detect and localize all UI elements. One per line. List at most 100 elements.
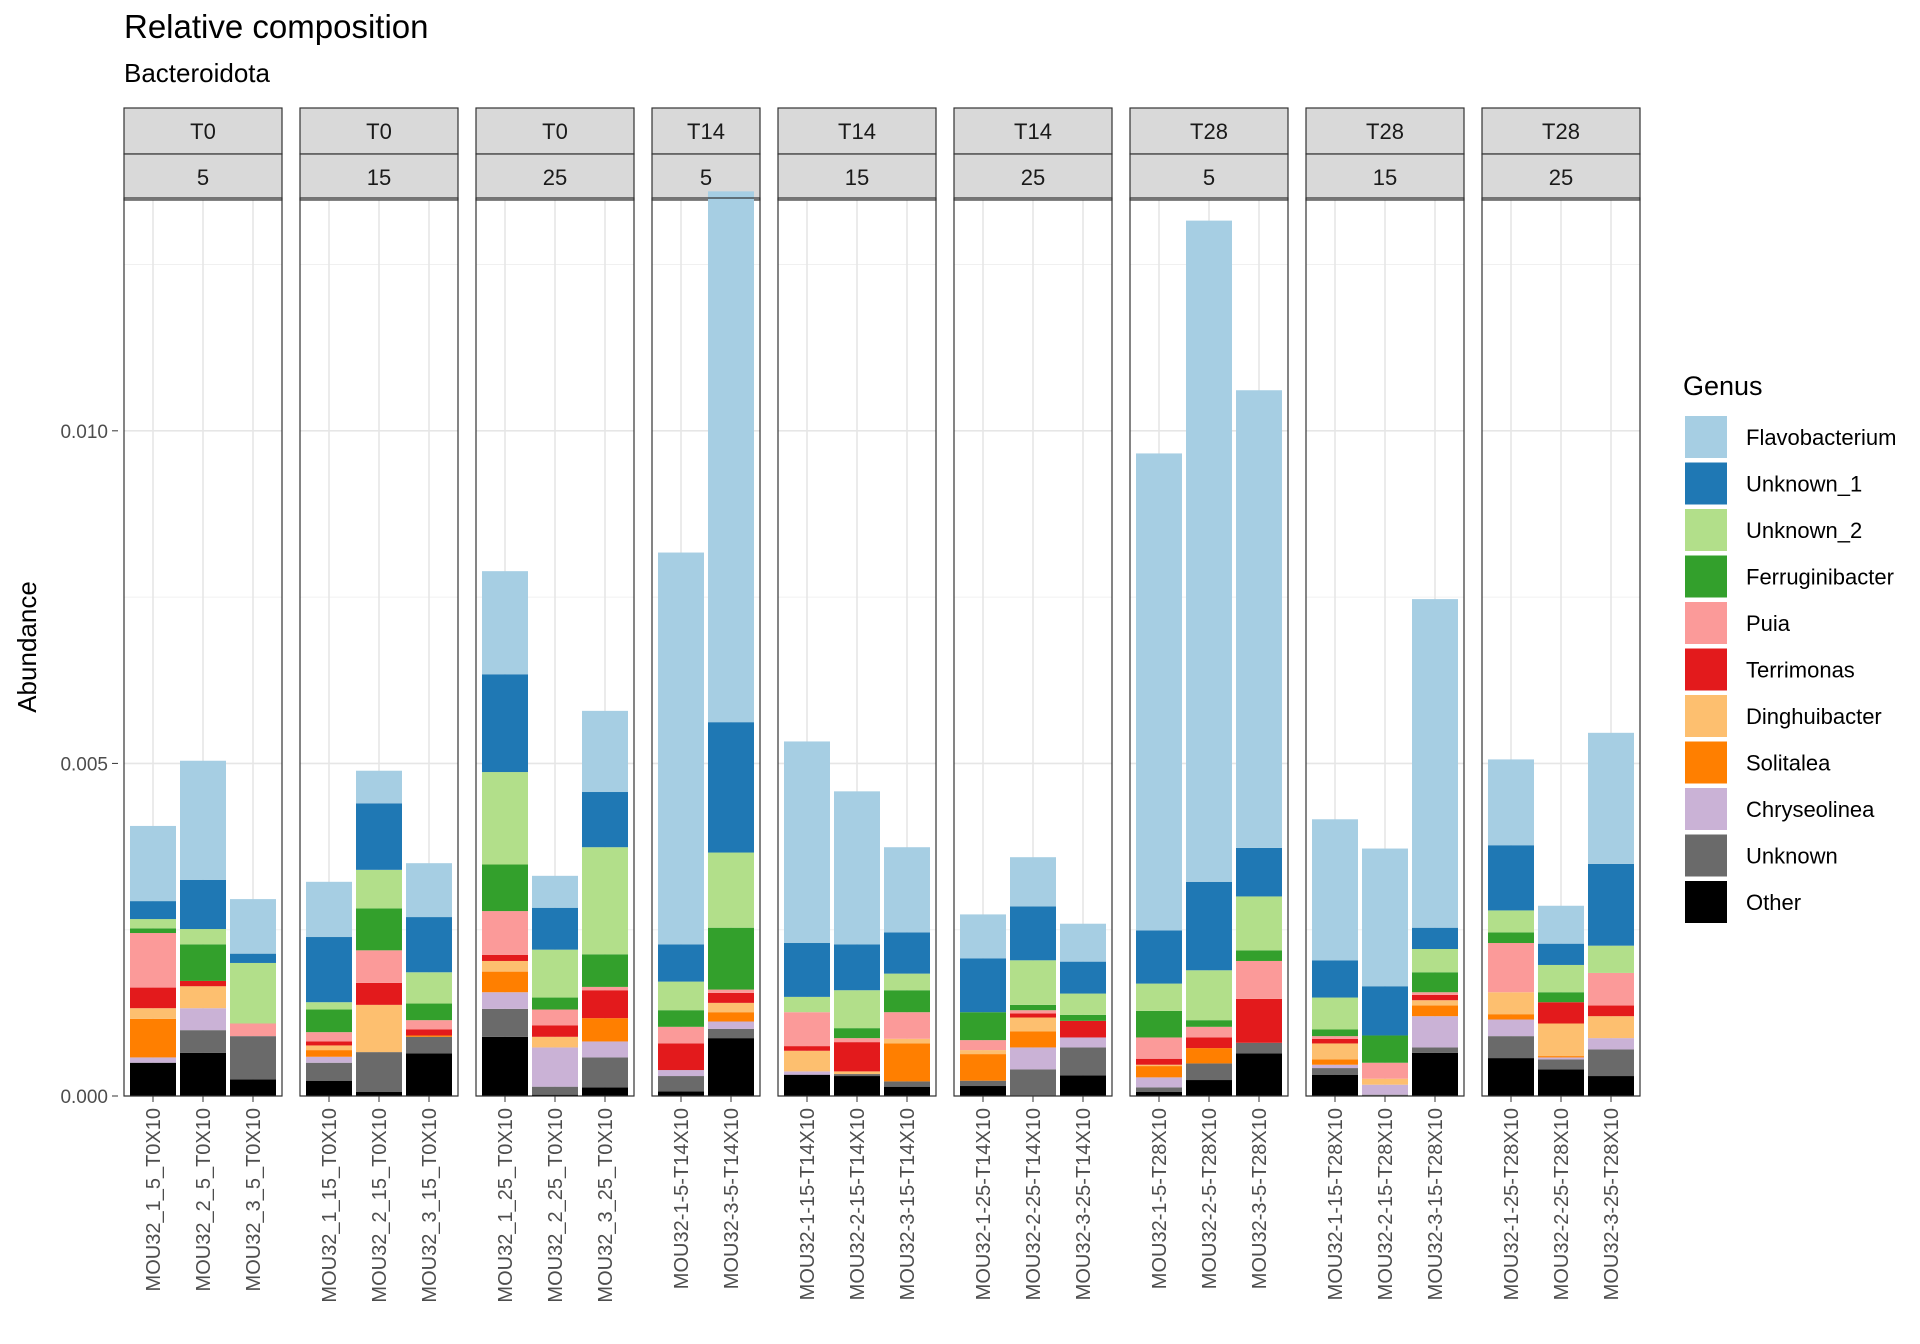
bar-segment-other bbox=[230, 1079, 276, 1096]
bar-segment-terrimonas bbox=[784, 1046, 830, 1051]
x-tick-label: MOU32-1-5-T28X10 bbox=[1149, 1108, 1171, 1289]
x-tick-label: MOU32_1_5_T0X10 bbox=[143, 1108, 165, 1291]
bar-segment-unknown bbox=[482, 1008, 528, 1037]
x-tick-label: MOU32-3-25-T14X10 bbox=[1073, 1108, 1095, 1300]
bar-segment-unknown-1 bbox=[1010, 906, 1056, 961]
bar-segment-terrimonas bbox=[406, 1029, 452, 1036]
bar-mou32-2-5-t28x10 bbox=[1186, 220, 1232, 1096]
bar-segment-terrimonas bbox=[834, 1042, 880, 1072]
strip-level-label: 5 bbox=[1203, 165, 1215, 190]
bar-segment-unknown-1 bbox=[834, 944, 880, 991]
bar-segment-solitalea bbox=[1010, 1031, 1056, 1048]
x-tick-label: MOU32_2_15_T0X10 bbox=[369, 1108, 391, 1303]
bar-segment-unknown bbox=[1236, 1042, 1282, 1054]
bar-segment-chryseolinea bbox=[1488, 1019, 1534, 1037]
bar-segment-solitalea bbox=[960, 1054, 1006, 1081]
bar-segment-chryseolinea bbox=[658, 1070, 704, 1077]
bar-segment-flavobacterium bbox=[1060, 923, 1106, 962]
bar-segment-puia bbox=[960, 1040, 1006, 1051]
bar-mou32-3-25-t14x10 bbox=[1060, 923, 1106, 1096]
bar-mou32-3-25-t28x10 bbox=[1588, 732, 1634, 1096]
bar-segment-puia bbox=[356, 950, 402, 983]
bar-segment-terrimonas bbox=[1412, 994, 1458, 1001]
bar-segment-ferruginibacter bbox=[180, 944, 226, 981]
bar-segment-puia bbox=[306, 1032, 352, 1042]
bar-segment-flavobacterium bbox=[1412, 599, 1458, 928]
bar-segment-terrimonas bbox=[1010, 1013, 1056, 1018]
bar-segment-other bbox=[406, 1053, 452, 1096]
strip-level-box bbox=[777, 153, 937, 201]
bar-segment-other bbox=[482, 1036, 528, 1096]
bar-segment-puia bbox=[406, 1020, 452, 1030]
bar-segment-puia bbox=[708, 989, 754, 993]
bar-segment-dinghuibacter bbox=[1362, 1078, 1408, 1085]
bar-segment-terrimonas bbox=[1236, 998, 1282, 1043]
bar-segment-ferruginibacter bbox=[482, 864, 528, 912]
bar-segment-chryseolinea bbox=[130, 1057, 176, 1063]
x-tick-label: MOU32-1-25-T14X10 bbox=[973, 1108, 995, 1300]
bar-segment-unknown bbox=[1538, 1059, 1584, 1070]
bar-segment-puia bbox=[1412, 992, 1458, 995]
bar-segment-puia bbox=[1236, 960, 1282, 999]
bar-segment-puia bbox=[230, 1023, 276, 1037]
bar-segment-dinghuibacter bbox=[884, 1038, 930, 1044]
x-tick-label: MOU32-1-25-T28X10 bbox=[1501, 1108, 1523, 1300]
bar-segment-solitalea bbox=[306, 1050, 352, 1057]
bar-segment-unknown-1 bbox=[1186, 881, 1232, 971]
bar-segment-chryseolinea bbox=[1136, 1077, 1182, 1088]
panel-border bbox=[953, 197, 1113, 1097]
bar-segment-solitalea bbox=[1186, 1048, 1232, 1064]
bar-segment-solitalea bbox=[708, 1012, 754, 1022]
strip-time-label: T28 bbox=[1542, 119, 1580, 144]
bar-segment-unknown-1 bbox=[356, 803, 402, 870]
bar-segment-unknown-2 bbox=[834, 990, 880, 1029]
panel-t28-5: T28 5 MOU32-1-5-T28X10 MOU32-2-5-T28X10 MOU3… bbox=[1129, 107, 1289, 1289]
legend-swatch bbox=[1685, 416, 1727, 458]
panel-t28-25: T28 25 MOU32-1-25-T28X10 MOU32-2-25-T28X10 M… bbox=[1481, 107, 1641, 1300]
bar-mou32-2-15-t14x10 bbox=[834, 791, 880, 1096]
bar-segment-unknown-1 bbox=[482, 674, 528, 773]
panel-border bbox=[651, 197, 761, 1097]
bar-segment-solitalea bbox=[1538, 1056, 1584, 1058]
bar-segment-puia bbox=[1186, 1026, 1232, 1038]
strip-level-box bbox=[1481, 153, 1641, 201]
bar-segment-terrimonas bbox=[1136, 1058, 1182, 1065]
legend-swatch bbox=[1685, 462, 1727, 505]
bar-segment-ferruginibacter bbox=[130, 928, 176, 934]
strip-level-label: 25 bbox=[1549, 165, 1573, 190]
bar-mou32-2-25-t0x10 bbox=[532, 875, 578, 1096]
bar-segment-solitalea bbox=[406, 1035, 452, 1037]
bar-mou32-3-15-t14x10 bbox=[884, 847, 930, 1096]
bar-segment-terrimonas bbox=[532, 1025, 578, 1037]
x-tick-label: MOU32-3-15-T28X10 bbox=[1425, 1108, 1447, 1300]
bar-segment-other bbox=[130, 1062, 176, 1096]
bar-segment-unknown-2 bbox=[884, 973, 930, 991]
panel-t14-5: T14 5 MOU32-1-5-T14X10 MOU32-3-5-T14X10 bbox=[651, 107, 761, 1289]
bar-segment-chryseolinea bbox=[1010, 1047, 1056, 1070]
strip-level-box bbox=[1305, 153, 1465, 201]
bar-segment-unknown bbox=[884, 1081, 930, 1087]
bar-segment-unknown-1 bbox=[1236, 847, 1282, 897]
strip-level-label: 5 bbox=[197, 165, 209, 190]
bar-mou32-2-25-t28x10 bbox=[1538, 905, 1584, 1096]
bar-segment-dinghuibacter bbox=[834, 1071, 880, 1075]
bar-mou32-2-25-t14x10 bbox=[1010, 857, 1056, 1096]
bar-segment-unknown-2 bbox=[356, 869, 402, 909]
legend-swatch bbox=[1685, 555, 1727, 598]
bar-segment-other bbox=[1060, 1075, 1106, 1096]
bar-segment-unknown bbox=[834, 1074, 880, 1077]
bar-segment-unknown-1 bbox=[1136, 930, 1182, 984]
bar-segment-dinghuibacter bbox=[1588, 1016, 1634, 1039]
bar-segment-dinghuibacter bbox=[356, 1004, 402, 1053]
y-tick-label: 0.010 bbox=[60, 422, 108, 443]
bar-segment-unknown-1 bbox=[1488, 845, 1534, 911]
bar-segment-unknown-2 bbox=[708, 852, 754, 928]
bar-segment-other bbox=[1488, 1058, 1534, 1096]
strip-time-label: T28 bbox=[1190, 119, 1228, 144]
bar-segment-unknown-2 bbox=[1186, 970, 1232, 1021]
bar-segment-other bbox=[834, 1076, 880, 1096]
panel-t0-5: T0 5 MOU32_1_5_T0X10 MOU32_2_5_T0X10 MOU32_3… bbox=[123, 107, 283, 1291]
bar-segment-unknown-2 bbox=[1236, 896, 1282, 951]
bar-segment-ferruginibacter bbox=[1236, 950, 1282, 961]
bar-segment-ferruginibacter bbox=[1010, 1004, 1056, 1011]
